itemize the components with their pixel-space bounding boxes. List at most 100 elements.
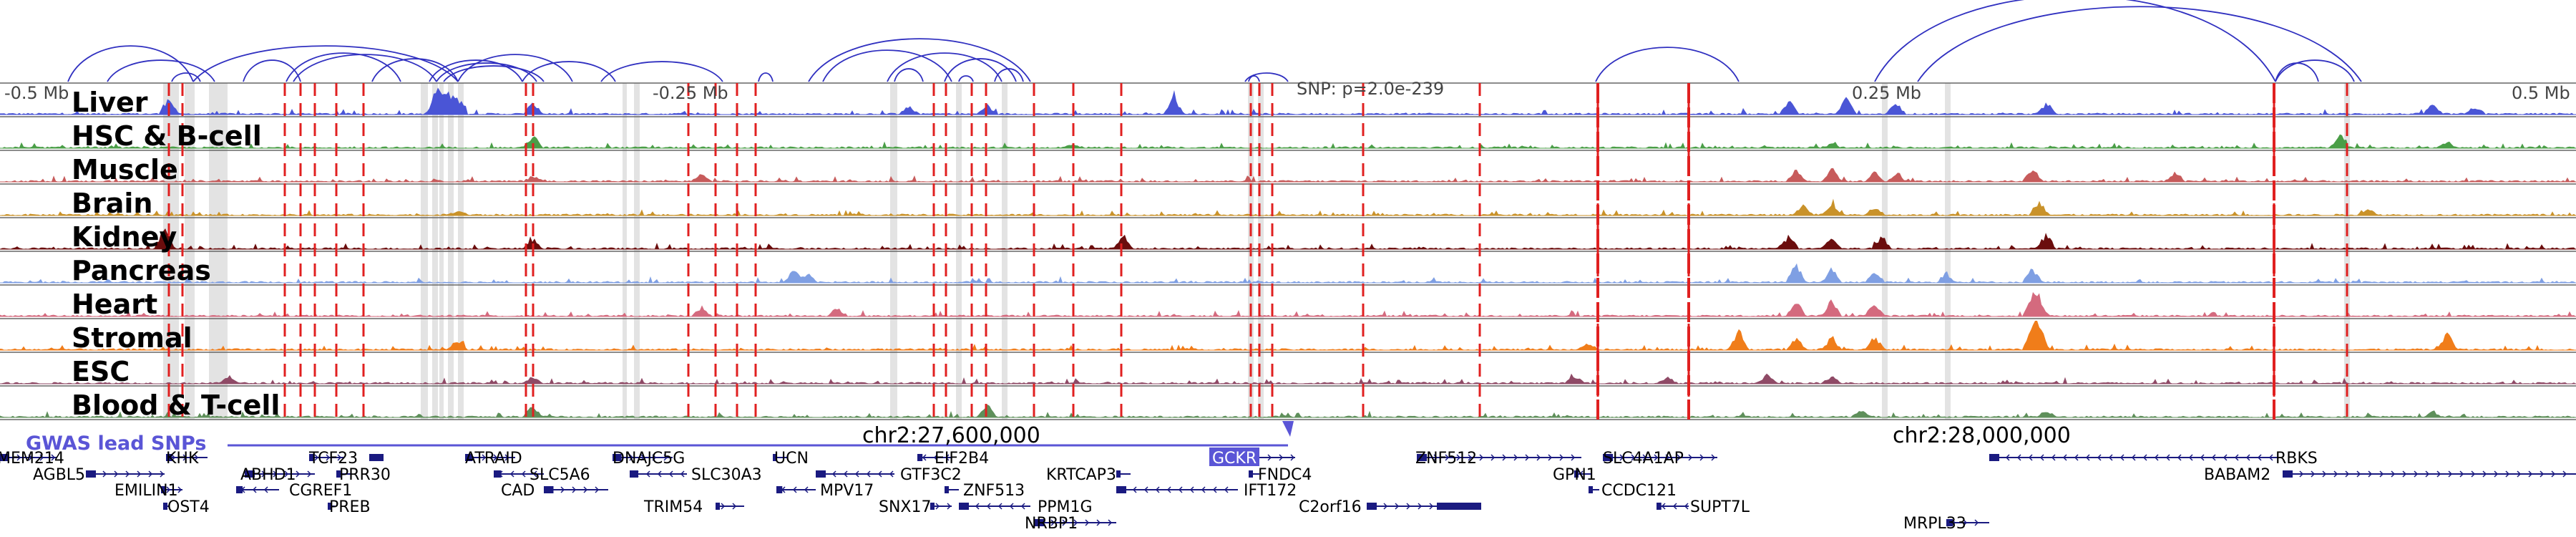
gene-khk[interactable]: KHK bbox=[166, 450, 208, 468]
strand-arrow bbox=[2436, 470, 2441, 478]
strand-arrow bbox=[2177, 454, 2182, 461]
gene-slc5a6[interactable]: SLC5A6 bbox=[494, 466, 590, 484]
strand-arrow bbox=[1642, 454, 1647, 461]
exon bbox=[2283, 470, 2293, 478]
strand-arrow bbox=[2062, 454, 2067, 461]
gene-label: ATRAID bbox=[465, 450, 522, 468]
interaction-arc bbox=[371, 58, 459, 82]
gene-rbks[interactable]: RBKS bbox=[1989, 450, 2318, 468]
strand-arrow bbox=[1711, 454, 1716, 461]
gene-ucn[interactable]: UCN bbox=[773, 450, 809, 468]
gene-agbl5[interactable]: AGBL5 bbox=[33, 466, 165, 484]
exon bbox=[86, 470, 96, 478]
gene-slc4a1ap[interactable]: SLC4A1AP bbox=[1603, 450, 1717, 468]
strand-arrow bbox=[1677, 454, 1682, 461]
gene-mem214[interactable]: MEM214 bbox=[0, 450, 64, 468]
signal-track bbox=[0, 352, 2576, 384]
track-label-brain[interactable]: Brain bbox=[72, 188, 152, 219]
strand-arrow bbox=[125, 470, 130, 478]
strand-arrow bbox=[1429, 503, 1434, 510]
exon bbox=[369, 454, 384, 461]
gene-dnajc5g[interactable]: DNAJC5G bbox=[613, 450, 685, 468]
interaction-arc bbox=[822, 49, 952, 82]
strand-arrow bbox=[1661, 503, 1666, 510]
strand-arrow bbox=[2200, 454, 2205, 461]
strand-arrow bbox=[2268, 454, 2273, 461]
exon bbox=[1437, 503, 1481, 510]
strand-arrow bbox=[1050, 519, 1055, 526]
gene-ppm1g[interactable]: PPM1G bbox=[959, 498, 1093, 516]
gene-ift172[interactable]: IFT172 bbox=[1116, 482, 1297, 500]
strand-arrow bbox=[2005, 454, 2010, 461]
gene-nrbp1[interactable]: NRBP1 bbox=[1025, 515, 1116, 533]
track-label-kidney[interactable]: Kidney bbox=[72, 221, 177, 253]
interaction-arc bbox=[2275, 59, 2355, 82]
signal-track bbox=[0, 284, 2576, 317]
strand-arrow bbox=[2322, 470, 2327, 478]
track-label-blood-tcell[interactable]: Blood & T-cell bbox=[72, 390, 280, 421]
gwas-lead-snps-label: GWAS lead SNPs bbox=[26, 432, 206, 455]
gene-znf513[interactable]: ZNF513 bbox=[945, 482, 1025, 500]
gene-gpn1[interactable]: GPN1 bbox=[1553, 466, 1596, 484]
gene-mpv17[interactable]: MPV17 bbox=[776, 482, 874, 500]
strand-arrow bbox=[51, 454, 56, 461]
strand-arrow bbox=[1132, 486, 1137, 493]
strand-arrow bbox=[261, 470, 266, 478]
gene-label: SLC4A1AP bbox=[1603, 450, 1684, 468]
track-label-liver[interactable]: Liver bbox=[72, 87, 148, 118]
strand-arrow bbox=[2459, 470, 2464, 478]
gwas-snp-marker-icon[interactable] bbox=[1282, 421, 1294, 437]
strand-arrow bbox=[2085, 454, 2090, 461]
gene-mrpl33[interactable]: MRPL33 bbox=[1903, 515, 1989, 533]
gene-supt7l[interactable]: SUPT7L bbox=[1657, 498, 1750, 516]
gene-gckr[interactable]: GCKR bbox=[1209, 448, 1295, 468]
strand-arrow bbox=[509, 470, 514, 478]
strand-arrow bbox=[1654, 454, 1659, 461]
gene-trim54[interactable]: TRIM54 bbox=[643, 498, 744, 516]
gene-ost4[interactable]: OST4 bbox=[163, 498, 210, 516]
gene-emilin1[interactable]: EMILIN1 bbox=[114, 482, 182, 500]
gene-label: PPM1G bbox=[1038, 498, 1093, 516]
gene-slc30a3[interactable]: SLC30A3 bbox=[630, 466, 762, 484]
track-label-muscle[interactable]: Muscle bbox=[72, 154, 178, 185]
gene-atraid[interactable]: ATRAID bbox=[465, 450, 522, 468]
gene-prr30[interactable]: PRR30 bbox=[336, 466, 391, 484]
gene-ccdc121[interactable]: CCDC121 bbox=[1589, 482, 1677, 500]
gene-znf512[interactable]: ZNF512 bbox=[1415, 450, 1581, 468]
track-label-hsc-bcell[interactable]: HSC & B-cell bbox=[72, 120, 262, 152]
gene-krtcap3[interactable]: KRTCAP3 bbox=[1046, 466, 1131, 484]
track-label-esc[interactable]: ESC bbox=[72, 356, 130, 387]
gene-babam2[interactable]: BABAM2 bbox=[2204, 466, 2576, 484]
gene-tcf23[interactable]: TCF23 bbox=[308, 450, 384, 468]
track-label-heart[interactable]: Heart bbox=[72, 289, 157, 320]
gene-cad[interactable]: CAD bbox=[501, 482, 608, 500]
strand-arrow bbox=[2131, 454, 2136, 461]
snp-lines bbox=[167, 83, 2348, 420]
strand-arrow bbox=[1468, 454, 1473, 461]
interaction-arc bbox=[243, 59, 301, 82]
exon bbox=[1116, 470, 1121, 478]
strand-arrow bbox=[2356, 470, 2361, 478]
strand-arrow bbox=[2471, 470, 2476, 478]
gene-fndc4[interactable]: FNDC4 bbox=[1249, 466, 1312, 484]
gene-c2orf16[interactable]: C2orf16 bbox=[1299, 498, 1481, 516]
gene-label: GCKR bbox=[1212, 450, 1257, 468]
gene-gtf3c2[interactable]: GTF3C2 bbox=[816, 466, 962, 484]
gene-cgref1[interactable]: CGREF1 bbox=[236, 482, 352, 500]
signal-area bbox=[0, 87, 2576, 115]
strand-arrow bbox=[732, 503, 737, 510]
gene-snx17[interactable]: SNX17 bbox=[879, 498, 952, 516]
strand-arrow bbox=[1062, 519, 1067, 526]
exon bbox=[1367, 503, 1377, 510]
highlight-box bbox=[1209, 448, 1259, 466]
strand-arrow bbox=[572, 486, 577, 493]
strand-arrow bbox=[2425, 470, 2430, 478]
gene-abhd1[interactable]: ABHD1 bbox=[240, 466, 315, 484]
interaction-arc bbox=[192, 45, 459, 82]
track-label-pancreas[interactable]: Pancreas bbox=[72, 255, 211, 286]
gene-eif2b4[interactable]: EIF2B4 bbox=[917, 450, 989, 468]
track-label-stromal[interactable]: Stromal bbox=[72, 322, 192, 354]
gene-preb[interactable]: PREB bbox=[328, 498, 371, 516]
